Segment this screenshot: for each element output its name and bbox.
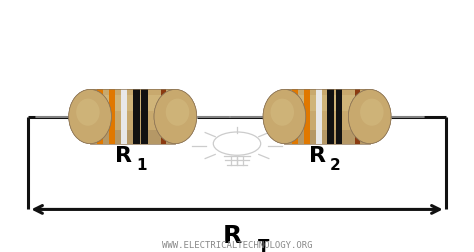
Text: WWW.ELECTRICALTECHNOLOGY.ORG: WWW.ELECTRICALTECHNOLOGY.ORG bbox=[162, 240, 312, 249]
Bar bbox=[121, 90, 127, 144]
Bar bbox=[327, 90, 334, 144]
Bar bbox=[90, 131, 175, 144]
Bar bbox=[355, 90, 360, 144]
Ellipse shape bbox=[263, 90, 306, 144]
Ellipse shape bbox=[360, 99, 383, 126]
Bar bbox=[109, 90, 115, 144]
Ellipse shape bbox=[69, 90, 111, 144]
Ellipse shape bbox=[75, 100, 100, 129]
Ellipse shape bbox=[269, 100, 295, 129]
Ellipse shape bbox=[154, 90, 197, 144]
Ellipse shape bbox=[69, 90, 111, 144]
Ellipse shape bbox=[166, 99, 189, 126]
Bar bbox=[284, 90, 370, 144]
Text: R: R bbox=[115, 146, 132, 166]
Ellipse shape bbox=[271, 99, 294, 126]
Bar bbox=[284, 96, 370, 112]
Bar bbox=[161, 90, 166, 144]
Bar bbox=[284, 90, 370, 144]
Text: 1: 1 bbox=[136, 158, 146, 173]
Text: 2: 2 bbox=[330, 158, 341, 173]
Bar bbox=[303, 90, 310, 144]
Bar bbox=[97, 90, 103, 144]
Ellipse shape bbox=[76, 99, 100, 126]
Text: Series Resistors Calculator: Series Resistors Calculator bbox=[58, 18, 416, 42]
Bar bbox=[133, 90, 139, 144]
Bar bbox=[316, 90, 321, 144]
Bar bbox=[141, 90, 148, 144]
Ellipse shape bbox=[348, 90, 391, 144]
Bar bbox=[90, 96, 175, 112]
Bar bbox=[90, 90, 175, 144]
Ellipse shape bbox=[160, 100, 186, 129]
Bar bbox=[284, 131, 370, 144]
Text: R: R bbox=[309, 146, 326, 166]
Ellipse shape bbox=[263, 90, 306, 144]
Ellipse shape bbox=[154, 90, 197, 144]
Ellipse shape bbox=[348, 90, 391, 144]
Text: T: T bbox=[257, 237, 269, 252]
Bar bbox=[90, 90, 175, 144]
Bar bbox=[292, 90, 298, 144]
Bar bbox=[336, 90, 342, 144]
Text: R: R bbox=[223, 223, 242, 247]
Ellipse shape bbox=[355, 100, 380, 129]
